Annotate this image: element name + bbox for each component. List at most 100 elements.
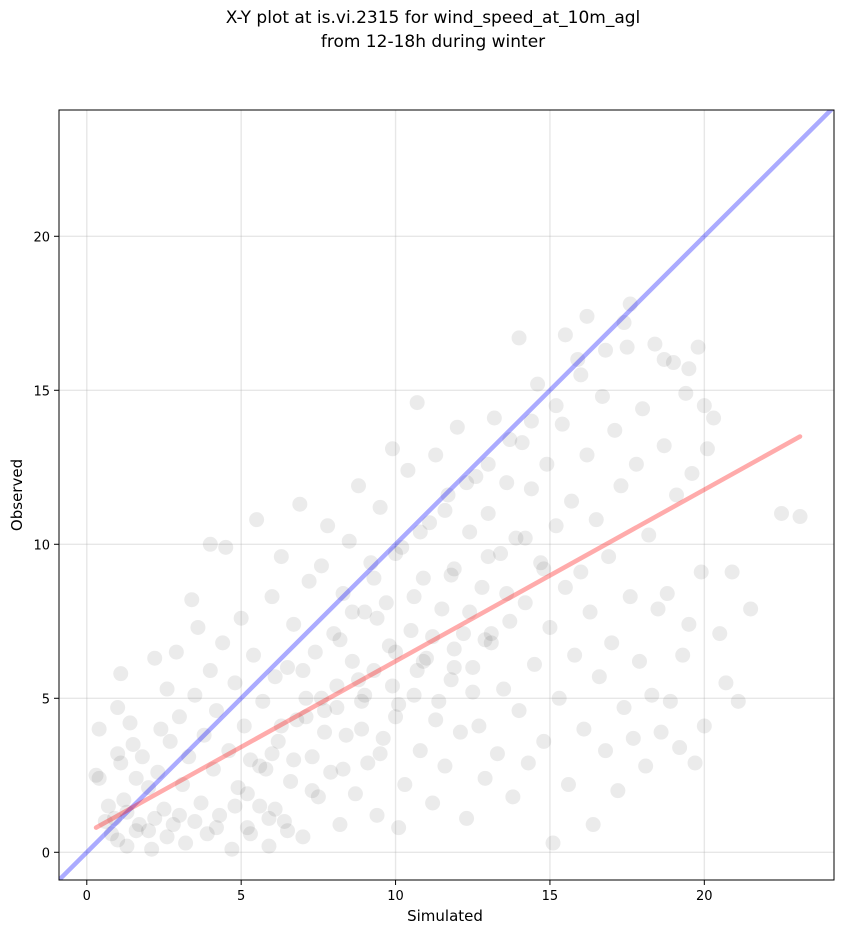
scatter-point	[523, 481, 539, 497]
scatter-point	[329, 700, 345, 716]
scatter-point	[354, 721, 370, 737]
scatter-point	[681, 616, 697, 632]
scatter-point	[298, 690, 314, 706]
scatter-point	[480, 549, 496, 565]
scatter-point	[672, 740, 688, 756]
scatter-point	[440, 487, 456, 503]
scatter-point	[675, 647, 691, 663]
scatter-point	[486, 410, 502, 426]
scatter-point	[298, 709, 314, 725]
scatter-point	[480, 456, 496, 472]
scatter-point	[351, 672, 367, 688]
scatter-point	[270, 733, 286, 749]
scatter-point	[576, 721, 592, 737]
scatter-point	[162, 733, 178, 749]
scatter-point	[659, 586, 675, 602]
scatter-point	[221, 743, 237, 759]
scatter-point	[468, 469, 484, 485]
scatter-point	[335, 761, 351, 777]
scatter-point	[264, 746, 280, 762]
scatter-point	[489, 746, 505, 762]
scatter-point	[168, 644, 184, 660]
scatter-point	[366, 570, 382, 586]
scatter-point	[171, 807, 187, 823]
scatter-point	[205, 761, 221, 777]
scatter-point	[554, 416, 570, 432]
scatter-point	[425, 629, 441, 645]
plot-area-frame	[58, 109, 835, 881]
scatter-point	[598, 342, 614, 358]
scatter-point	[310, 789, 326, 805]
scatter-point	[388, 546, 404, 562]
scatter-point	[249, 512, 265, 528]
scatter-point	[616, 315, 632, 331]
scatter-point	[635, 401, 651, 417]
scatter-point	[511, 330, 527, 346]
scatter-point	[622, 296, 638, 312]
scatter-point	[641, 527, 657, 543]
scatter-point	[684, 465, 700, 481]
scatter-point	[279, 823, 295, 839]
scatter-point	[403, 623, 419, 639]
scatter-point	[622, 589, 638, 605]
scatter-point	[236, 718, 252, 734]
scatter-point	[283, 773, 299, 789]
scatter-point	[502, 432, 518, 448]
scatter-point	[144, 841, 160, 857]
scatter-point	[159, 829, 175, 845]
scatter-point	[181, 749, 197, 765]
scatter-point	[474, 579, 490, 595]
scatter-point	[332, 817, 348, 833]
scatter-point	[208, 703, 224, 719]
scatter-point	[631, 653, 647, 669]
scatter-point	[242, 826, 258, 842]
scatter-point	[594, 388, 610, 404]
scatter-point	[428, 712, 444, 728]
scatter-point	[141, 823, 157, 839]
scatter-point	[230, 780, 246, 796]
scatter-point	[224, 841, 240, 857]
scatter-point	[483, 635, 499, 651]
scatter-point	[304, 783, 320, 799]
scatter-point	[712, 626, 728, 642]
scatter-point	[422, 515, 438, 531]
scatter-point	[208, 820, 224, 836]
scatter-point	[372, 746, 388, 762]
scatter-point	[533, 555, 549, 571]
scatter-point	[187, 687, 203, 703]
x-axis-label: Simulated	[407, 907, 483, 925]
scatter-point	[619, 339, 635, 355]
y-tick-label: 0	[42, 846, 50, 861]
scatter-point	[199, 826, 215, 842]
scatter-point	[415, 653, 431, 669]
scatter-point	[536, 561, 552, 577]
y-tick-label: 5	[42, 692, 50, 707]
scatter-point	[341, 533, 357, 549]
scatter-point	[301, 573, 317, 589]
scatter-point	[295, 829, 311, 845]
fit-lines	[59, 110, 834, 880]
scatter-point	[286, 752, 302, 768]
scatter-point	[425, 795, 441, 811]
scatter-point	[696, 718, 712, 734]
scatter-point	[526, 656, 542, 672]
scatter-point	[131, 817, 147, 833]
scatter-point	[681, 361, 697, 377]
scatter-point	[347, 786, 363, 802]
scatter-point	[317, 703, 333, 719]
regression-line	[93, 434, 803, 830]
scatter-point	[357, 687, 373, 703]
scatter-point	[418, 650, 434, 666]
scatter-point	[446, 659, 462, 675]
scatter-point	[273, 718, 289, 734]
scatter-point	[539, 456, 555, 472]
scatter-point	[320, 518, 336, 534]
scatter-point	[455, 626, 471, 642]
scatter-point	[412, 524, 428, 540]
scatter-point	[313, 690, 329, 706]
chart-title-line-1: X-Y plot at is.vi.2315 for wind_speed_at…	[225, 8, 641, 28]
scatter-point	[406, 589, 422, 605]
scatter-point	[536, 733, 552, 749]
grid	[59, 110, 834, 880]
scatter-point	[279, 659, 295, 675]
